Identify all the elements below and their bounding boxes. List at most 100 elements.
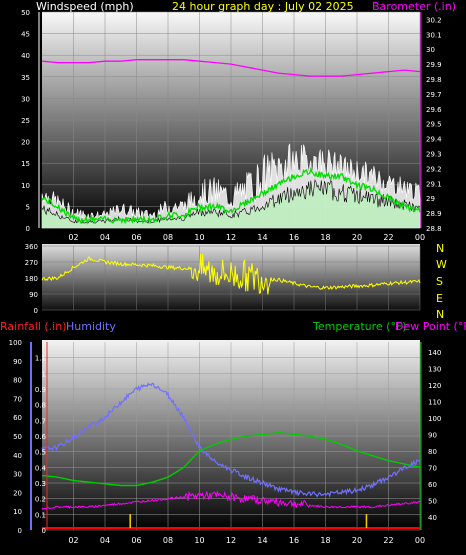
temp-y-tick: 140	[428, 349, 441, 357]
rain-y-tick: 1.1	[35, 355, 46, 363]
direction-y-tick: 360	[25, 243, 38, 251]
humidity-line	[41, 382, 421, 498]
temp-y-tick: 90	[428, 431, 437, 439]
humidity-y-tick: 70	[13, 395, 22, 403]
wind-y-tick: 50	[21, 9, 30, 17]
barometer-label: Barometer (.in)	[372, 0, 456, 13]
direction-line	[41, 253, 421, 295]
wind-y-tick: 15	[21, 160, 30, 168]
humidity-y-tick: 30	[13, 471, 22, 479]
barometer-line	[41, 59, 421, 77]
humidity-y-tick: 100	[9, 339, 22, 347]
rain-y-tick: 0.3	[35, 480, 46, 488]
rain-y-tick: 0.8	[35, 402, 46, 410]
temperature-line	[41, 431, 421, 487]
dewpoint-line	[41, 490, 421, 510]
temp-y-tick: 70	[428, 464, 437, 472]
rain-x-tick: 14	[257, 536, 267, 545]
wind-x-tick: 16	[289, 233, 299, 242]
rain-x-tick: 08	[163, 536, 173, 545]
temp-y-tick: 50	[428, 497, 437, 505]
wind-x-tick: 18	[320, 233, 330, 242]
compass-n-top: N	[436, 242, 444, 255]
wind-x-tick: 10	[194, 233, 204, 242]
direction-y-tick: 180	[25, 275, 38, 283]
wind-y-tick: 45	[21, 31, 30, 39]
temp-y-tick: 130	[428, 365, 441, 373]
barometer-y-tick: 29.5	[426, 121, 442, 129]
rain-y-tick: 0.2	[35, 496, 46, 504]
windspeed-avg-line	[41, 178, 421, 224]
barometer-y-tick: 29.7	[426, 91, 442, 99]
rain-x-tick: 00	[415, 536, 425, 545]
rain-y-tick: 0.7	[35, 417, 46, 425]
humidity-y-tick: 10	[13, 508, 22, 516]
wind-x-tick: 20	[352, 233, 362, 242]
temp-y-tick: 100	[428, 415, 441, 423]
temp-y-tick: 60	[428, 481, 437, 489]
direction-y-tick: 0	[34, 307, 38, 315]
barometer-y-tick: 30.1	[426, 31, 442, 39]
direction-y-tick: 270	[25, 259, 38, 267]
barometer-y-tick: 29.8	[426, 76, 442, 84]
wind-x-tick: 00	[415, 233, 425, 242]
rain-y-tick: 1	[42, 370, 46, 378]
wind-y-tick: 40	[21, 52, 30, 60]
rain-y-tick: 0	[42, 527, 46, 535]
compass-e: E	[436, 292, 443, 305]
barometer-y-tick: 29.1	[426, 180, 442, 188]
dewpoint-label: Dew Point (°F)	[395, 320, 466, 333]
barometer-y-tick: 30.2	[426, 16, 442, 24]
wind-y-tick: 10	[21, 182, 30, 190]
rain-y-tick: 0.6	[35, 433, 47, 441]
barometer-y-tick: 29.2	[426, 165, 442, 173]
wind-y-tick: 0	[26, 225, 30, 233]
rain-x-tick: 06	[131, 536, 141, 545]
windspeed-avg-area	[42, 180, 420, 228]
rain-y-tick: 0.4	[35, 464, 47, 472]
windspeed-label: Windspeed (mph)	[36, 0, 134, 13]
gust-line	[41, 166, 421, 225]
rain-x-tick: 18	[320, 536, 330, 545]
humidity-y-tick: 0	[18, 527, 22, 535]
wind-y-tick: 30	[21, 95, 30, 103]
humidity-y-tick: 80	[13, 377, 22, 385]
humidity-y-tick: 20	[13, 489, 22, 497]
barometer-y-tick: 28.9	[426, 210, 442, 218]
temp-y-tick: 40	[428, 514, 437, 522]
rain-x-tick: 02	[68, 536, 78, 545]
rain-x-tick: 10	[194, 536, 204, 545]
compass-w: W	[436, 258, 447, 271]
wind-y-tick: 25	[21, 117, 30, 125]
wind-x-tick: 22	[383, 233, 393, 242]
wind-x-tick: 12	[226, 233, 236, 242]
wind-x-tick: 02	[68, 233, 78, 242]
rain-y-tick: 0.1	[35, 511, 46, 519]
rain-x-tick: 12	[226, 536, 236, 545]
barometer-y-tick: 29.3	[426, 151, 442, 159]
wind-y-tick: 35	[21, 74, 30, 82]
barometer-y-tick: 29.4	[426, 136, 442, 144]
wind-x-tick: 04	[100, 233, 110, 242]
barometer-y-tick: 30	[426, 46, 435, 54]
direction-y-tick: 90	[29, 291, 38, 299]
wind-x-tick: 06	[131, 233, 141, 242]
wind-x-tick: 08	[163, 233, 173, 242]
humidity-y-tick: 60	[13, 414, 22, 422]
wind-y-tick: 5	[26, 203, 30, 211]
humidity-y-tick: 40	[13, 452, 22, 460]
barometer-y-tick: 28.8	[426, 225, 442, 233]
temp-y-tick: 120	[428, 382, 441, 390]
temperature-label: Temperature (°F)	[312, 320, 407, 333]
barometer-y-tick: 29.6	[426, 106, 442, 114]
wind-y-tick: 20	[21, 139, 30, 147]
rain-x-tick: 04	[100, 536, 110, 545]
humidity-label: Humidity	[66, 320, 116, 333]
wind-x-tick: 14	[257, 233, 267, 242]
humidity-y-tick: 90	[13, 358, 22, 366]
rain-x-tick: 20	[352, 536, 362, 545]
chart-title: 24 hour graph day : July 02 2025	[172, 0, 354, 13]
temp-y-tick: 80	[428, 448, 437, 456]
temp-y-tick: 110	[428, 398, 441, 406]
